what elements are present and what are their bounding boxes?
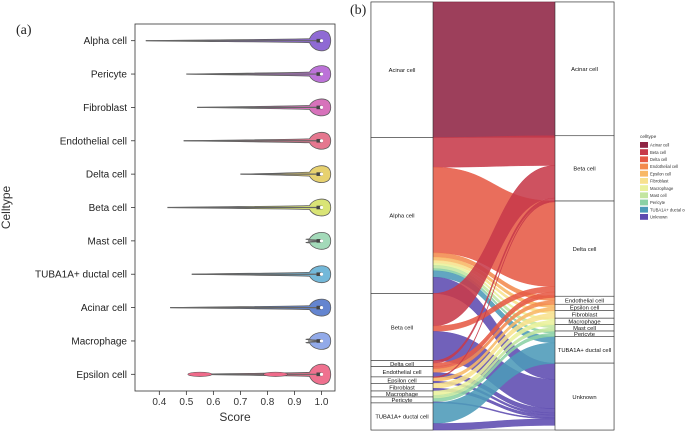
category-label-epsilon-cell: Epsilon cell <box>76 370 127 381</box>
panel-a-letter: (a) <box>16 23 32 38</box>
violin-median <box>319 272 324 276</box>
category-label-pericyte: Pericyte <box>91 70 128 81</box>
category-label-delta-cell: Delta cell <box>86 170 127 181</box>
violin-x-ticks: 0.4 0.5 0.6 0.7 0.8 0.9 1.0 <box>152 391 329 408</box>
violin-median <box>319 172 324 176</box>
violin-box <box>316 305 323 310</box>
violin-density-bump <box>263 371 288 377</box>
violin-median <box>319 72 324 76</box>
x-tick-label: 0.8 <box>260 397 274 408</box>
violin-box <box>316 138 323 143</box>
violin-box <box>316 239 323 243</box>
violin-density-bump <box>187 371 213 377</box>
category-label-macrophage: Macrophage <box>71 336 127 347</box>
violin-box <box>316 339 323 343</box>
violin-median <box>319 339 324 343</box>
violin-median <box>319 205 324 210</box>
violin-box <box>316 205 323 210</box>
violin-box <box>316 105 323 110</box>
x-tick-label: 1.0 <box>315 397 329 408</box>
violin-median <box>319 372 324 376</box>
x-tick-label: 0.7 <box>233 397 247 408</box>
x-tick-label: 0.5 <box>179 397 193 408</box>
category-label-fibroblast: Fibroblast <box>83 103 127 114</box>
violin-median <box>319 105 324 110</box>
category-label-tuba1a-ductal-cell: TUBA1A+ ductal cell <box>35 270 127 281</box>
category-label-mast-cell: Mast cell <box>88 236 127 247</box>
x-tick-label: 0.4 <box>152 397 166 408</box>
x-tick-label: 0.6 <box>206 397 220 408</box>
violin-series <box>145 30 332 385</box>
violin-y-axis-label: Celltype <box>0 186 13 230</box>
category-label-endothelial-cell: Endothelial cell <box>60 136 127 147</box>
violin-box <box>316 372 323 377</box>
violin-box <box>316 172 323 176</box>
category-label-beta-cell: Beta cell <box>89 203 127 214</box>
violin-category-labels: Alpha cell Pericyte Fibroblast Endothelial … <box>35 36 135 381</box>
violin-median <box>319 305 324 310</box>
violin-x-axis-label: Score <box>219 410 251 424</box>
violin-box <box>316 272 323 277</box>
violin-median <box>319 239 324 243</box>
x-tick-label: 0.9 <box>288 397 302 408</box>
category-label-alpha-cell: Alpha cell <box>84 36 127 47</box>
violin-median <box>319 139 324 143</box>
violin-box <box>316 38 323 43</box>
category-label-acinar-cell: Acinar cell <box>81 303 127 314</box>
violin-box <box>316 72 323 76</box>
violin-median <box>319 39 324 43</box>
